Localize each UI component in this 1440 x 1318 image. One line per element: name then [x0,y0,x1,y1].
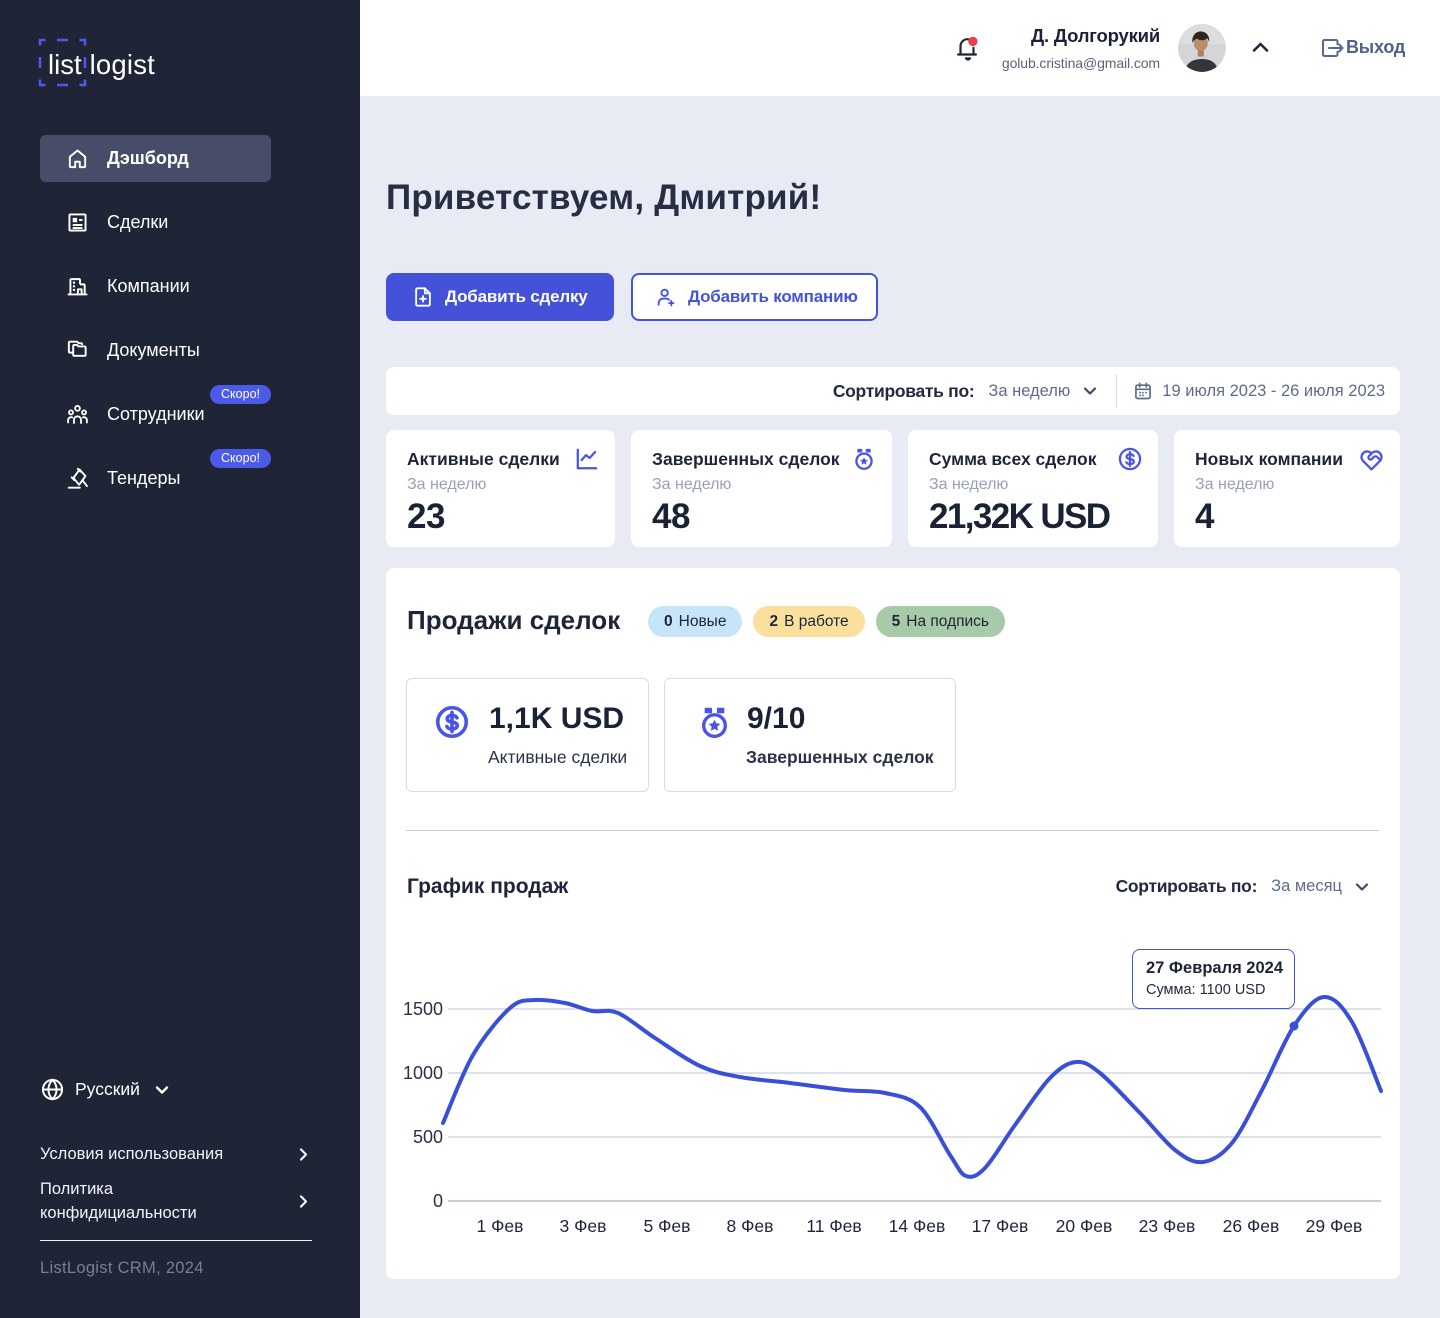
svg-text:0: 0 [433,1191,443,1211]
svg-text:14 Фев: 14 Фев [889,1216,946,1236]
svg-text:1 Фев: 1 Фев [477,1216,524,1236]
svg-text:23 Фев: 23 Фев [1139,1216,1196,1236]
svg-text:8 Фев: 8 Фев [727,1216,774,1236]
svg-text:3 Фев: 3 Фев [560,1216,607,1236]
svg-text:1500: 1500 [403,999,443,1019]
svg-text:1000: 1000 [403,1063,443,1083]
svg-text:29 Фев: 29 Фев [1306,1216,1363,1236]
svg-text:11 Фев: 11 Фев [806,1216,861,1236]
svg-text:26 Фев: 26 Фев [1223,1216,1280,1236]
svg-text:500: 500 [413,1127,443,1147]
svg-text:20 Фев: 20 Фев [1056,1216,1113,1236]
svg-text:17 Фев: 17 Фев [972,1216,1029,1236]
svg-text:5 Фев: 5 Фев [644,1216,691,1236]
